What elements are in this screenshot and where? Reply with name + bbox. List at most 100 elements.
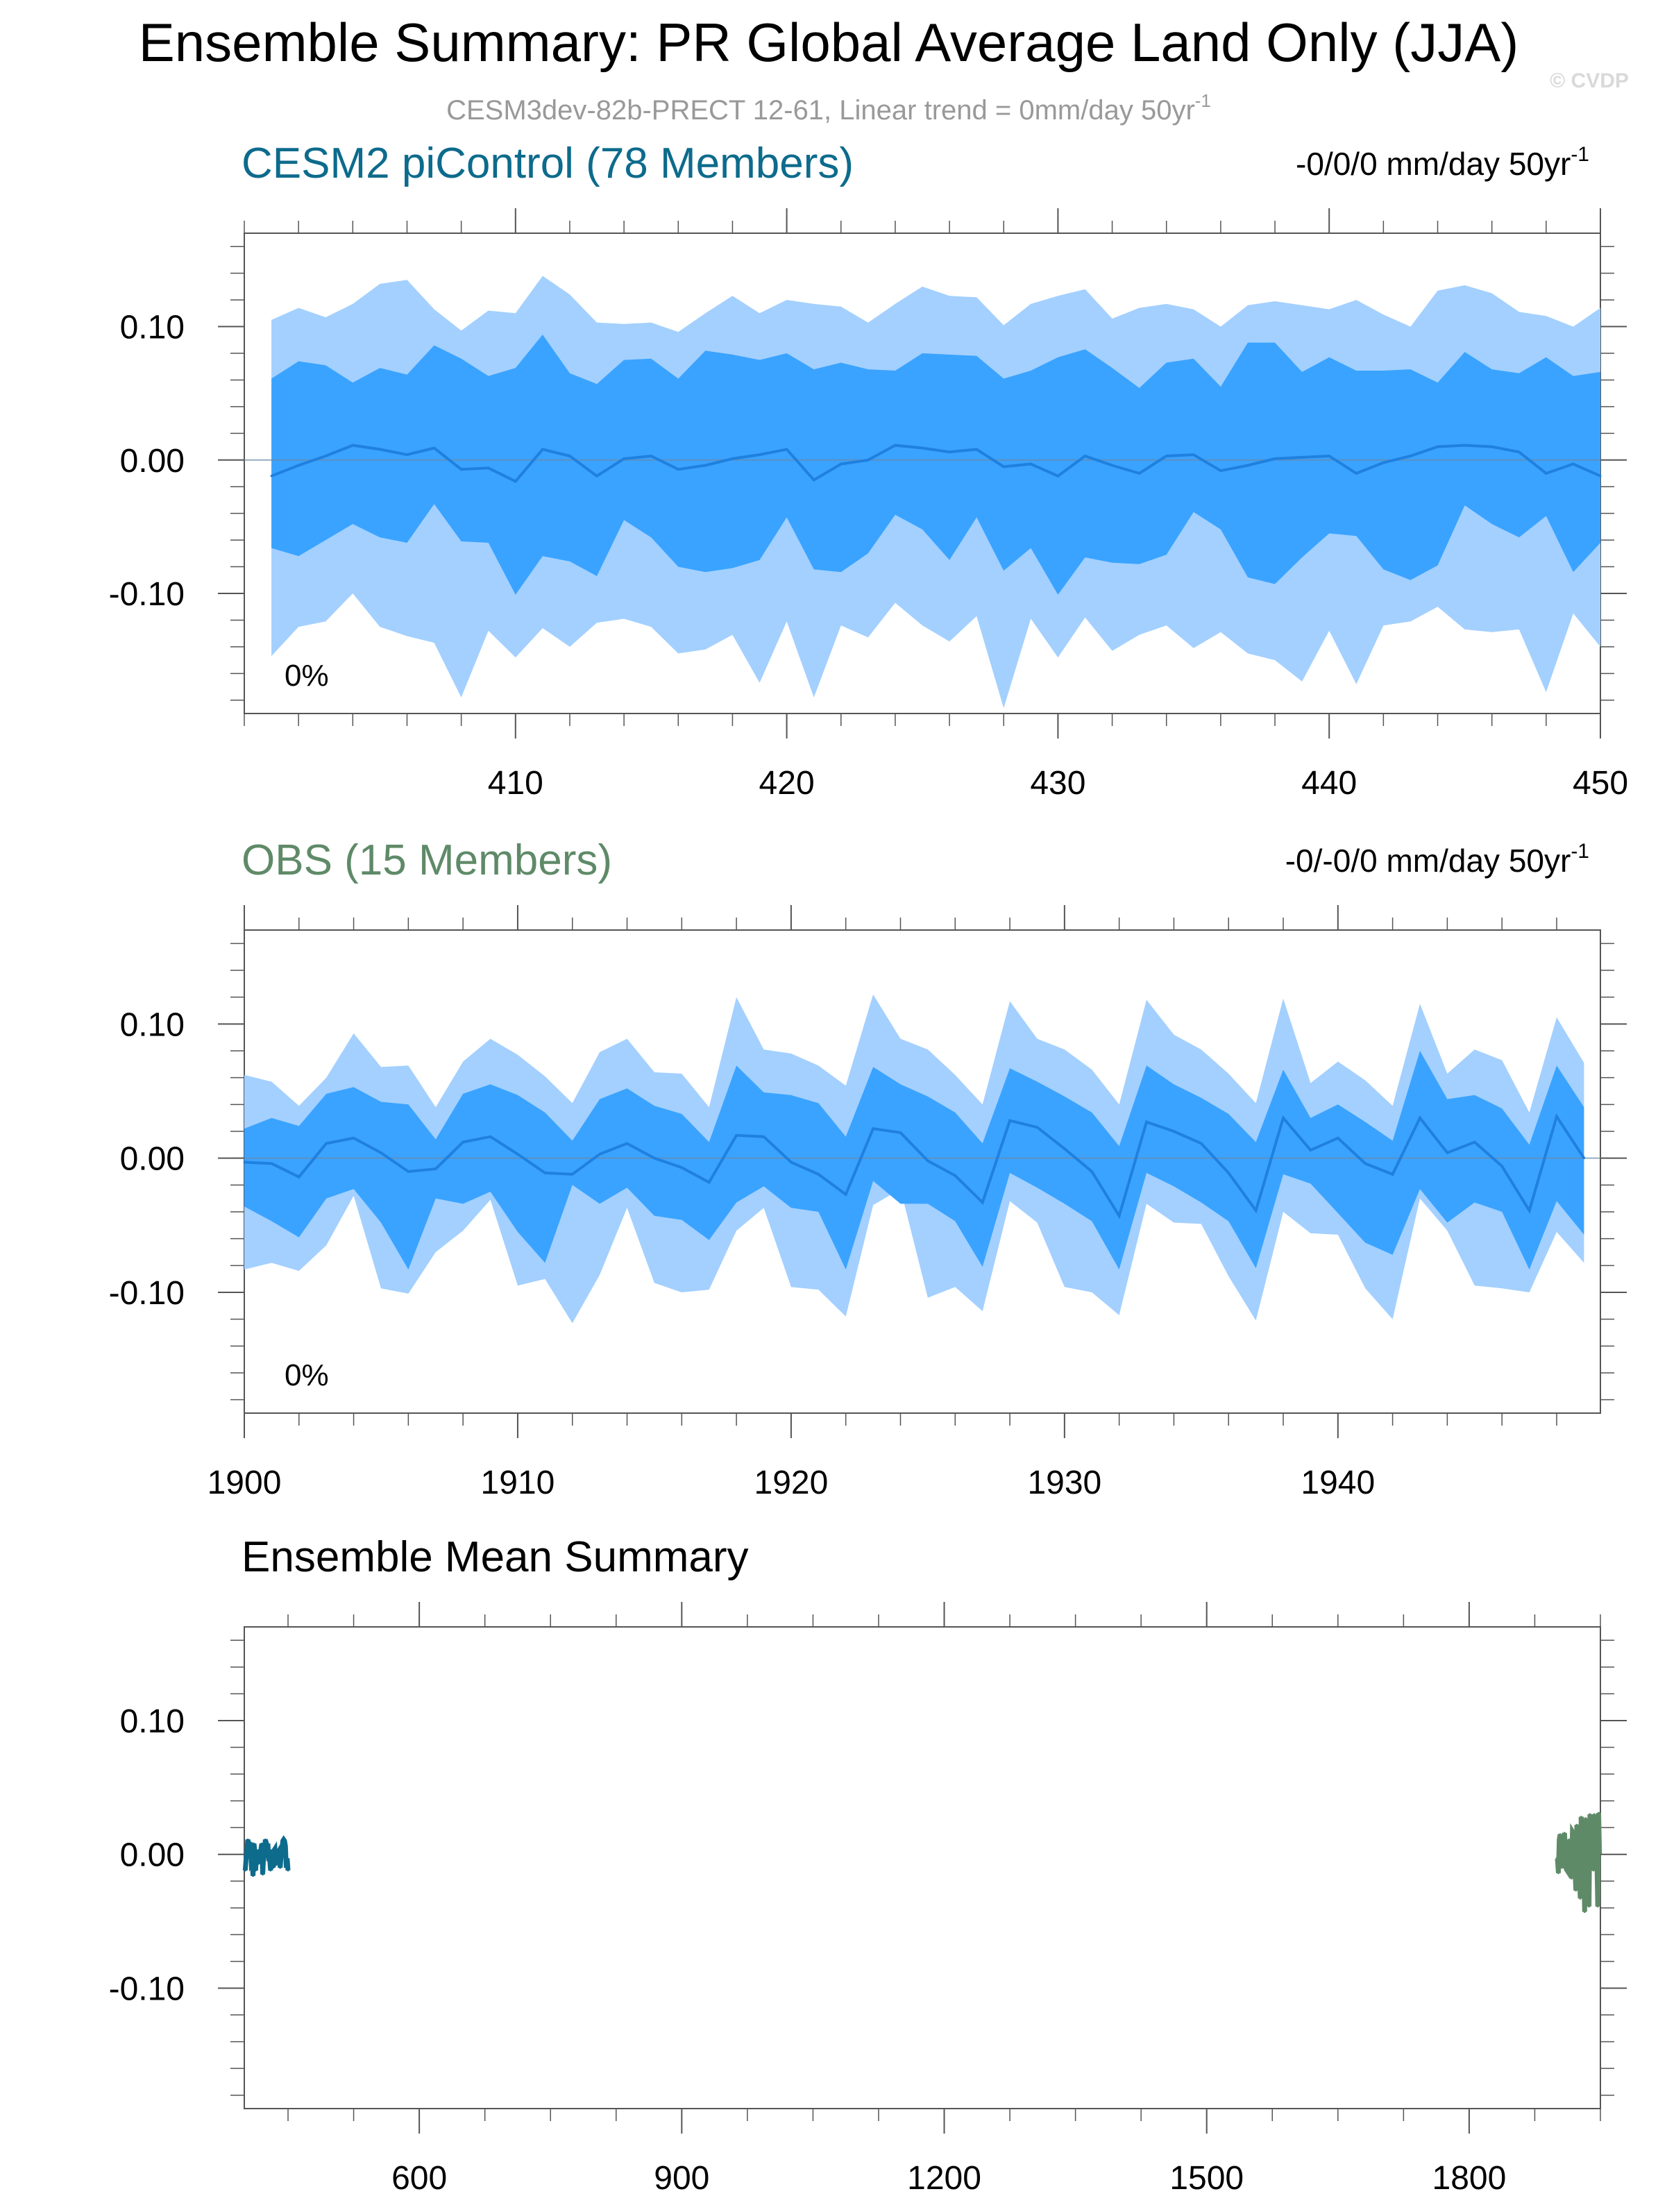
mean-point [1491, 446, 1494, 448]
panel-title: Ensemble Mean Summary [242, 1533, 749, 1581]
series-point [266, 1845, 269, 1848]
percent-label: 0% [285, 659, 329, 693]
mean-point [1464, 444, 1466, 447]
band-inner [271, 335, 1601, 595]
mean-point [543, 1172, 546, 1174]
bands [271, 276, 1601, 709]
figure-title: Ensemble Summary: PR Global Average Land… [139, 12, 1519, 73]
y-tick-label: 0.00 [120, 1837, 185, 1874]
mean-point [786, 448, 788, 450]
x-tick-label: 600 [391, 2160, 447, 2197]
mean-point [598, 1153, 601, 1156]
y-tick-label: -0.10 [109, 576, 185, 613]
series-point [1562, 1837, 1565, 1840]
mean-point [708, 1181, 711, 1183]
subtitle-superscript: -1 [1195, 90, 1211, 111]
series-point [1568, 1853, 1571, 1856]
y-tick-label: 0.10 [120, 1703, 185, 1740]
mean-point [763, 1135, 765, 1138]
series-point [1568, 1839, 1571, 1841]
series-point [1585, 1826, 1588, 1829]
series-point [286, 1857, 289, 1860]
mean-point [1002, 465, 1005, 468]
percent-label: 0% [285, 1358, 329, 1392]
mean-point [872, 1127, 874, 1130]
series-point [1570, 1877, 1573, 1880]
mean-point [731, 457, 734, 460]
watermark: © CVDP [1550, 69, 1629, 92]
mean-point [1337, 1137, 1339, 1140]
series-point [1577, 1856, 1580, 1859]
mean-point [434, 1167, 437, 1170]
mean-point [948, 450, 951, 453]
series-point [1581, 1822, 1584, 1825]
series-point [280, 1856, 282, 1859]
series-point [1563, 1832, 1566, 1834]
mean-point [735, 1134, 738, 1137]
series-point [260, 1842, 263, 1845]
mean-point [817, 1173, 820, 1176]
mean-point [1419, 1117, 1421, 1120]
series-point [1586, 1839, 1589, 1841]
mean-point [1227, 1172, 1230, 1174]
series-point [249, 1841, 252, 1843]
series-point [247, 1842, 250, 1845]
x-tick-label: 900 [654, 2160, 709, 2197]
mean-point [487, 466, 490, 469]
series-2 [1555, 1812, 1602, 1914]
mean-point [595, 475, 598, 478]
series-point [284, 1845, 287, 1848]
mean-point [1090, 1170, 1093, 1173]
series-point [1561, 1866, 1564, 1869]
mean-point [433, 446, 436, 449]
series-point [1584, 1817, 1587, 1820]
series-point [283, 1839, 286, 1842]
series-point [265, 1841, 268, 1843]
series-point [1597, 1812, 1600, 1814]
series-point [260, 1848, 262, 1850]
x-tick-label: 1910 [481, 1464, 555, 1501]
mean-point [297, 464, 300, 466]
mean-point [1545, 472, 1548, 475]
mean-point [759, 453, 761, 456]
mean-point [378, 448, 381, 450]
mean-points [243, 1115, 1585, 1217]
mean-point [351, 444, 354, 447]
y-tick-label: 0.00 [120, 1141, 185, 1178]
series-point [1556, 1858, 1559, 1861]
mean-point [1083, 455, 1086, 457]
mean-point [1382, 462, 1385, 464]
y-tick-label: -0.10 [109, 1971, 185, 2008]
series-point [267, 1842, 269, 1845]
mean-point [489, 1135, 492, 1138]
series-point [271, 1858, 273, 1861]
series-point [1582, 1843, 1584, 1846]
subtitle-text: CESM3dev-82b-PRECT 12-61, Linear trend =… [446, 95, 1195, 126]
series-point [1583, 1911, 1586, 1914]
mean-point [1446, 1151, 1448, 1154]
mean-point [514, 480, 517, 483]
series-point [264, 1839, 267, 1841]
trend-text: -0/0/0 mm/day 50yr [1296, 146, 1571, 182]
x-tick-label: 1940 [1301, 1464, 1375, 1501]
x-tick-label: 1200 [907, 2160, 981, 2197]
panel-2: 0% 0.10 0.00 -0.10 1900 1910 1920 1930 1940 OBS (… [109, 836, 1627, 1501]
mean-point [626, 1142, 629, 1145]
series-point [253, 1849, 256, 1852]
panel-3: 0.10 0.00 -0.10 600 900 1200 1500 1800 Ensemble … [109, 1533, 1627, 2197]
series-point [252, 1875, 255, 1877]
series-point [1575, 1823, 1578, 1826]
chart-panels: 0% 0.10 0.00 -0.10 410 420 430 440 450 CESM2 piCo… [109, 140, 1628, 2197]
x-tick-label: 1920 [754, 1464, 829, 1501]
series-point [251, 1861, 253, 1864]
mean-point [1255, 1209, 1258, 1212]
series-point [273, 1848, 276, 1850]
figure-subtitle: CESM3dev-82b-PRECT 12-61, Linear trend =… [446, 90, 1211, 126]
mean-point [899, 1131, 902, 1134]
series-point [1596, 1861, 1598, 1864]
y-tick-label: 0.00 [120, 443, 185, 480]
mean-point [1309, 1149, 1312, 1151]
mean-point [1111, 464, 1114, 466]
series-point [1592, 1869, 1595, 1872]
